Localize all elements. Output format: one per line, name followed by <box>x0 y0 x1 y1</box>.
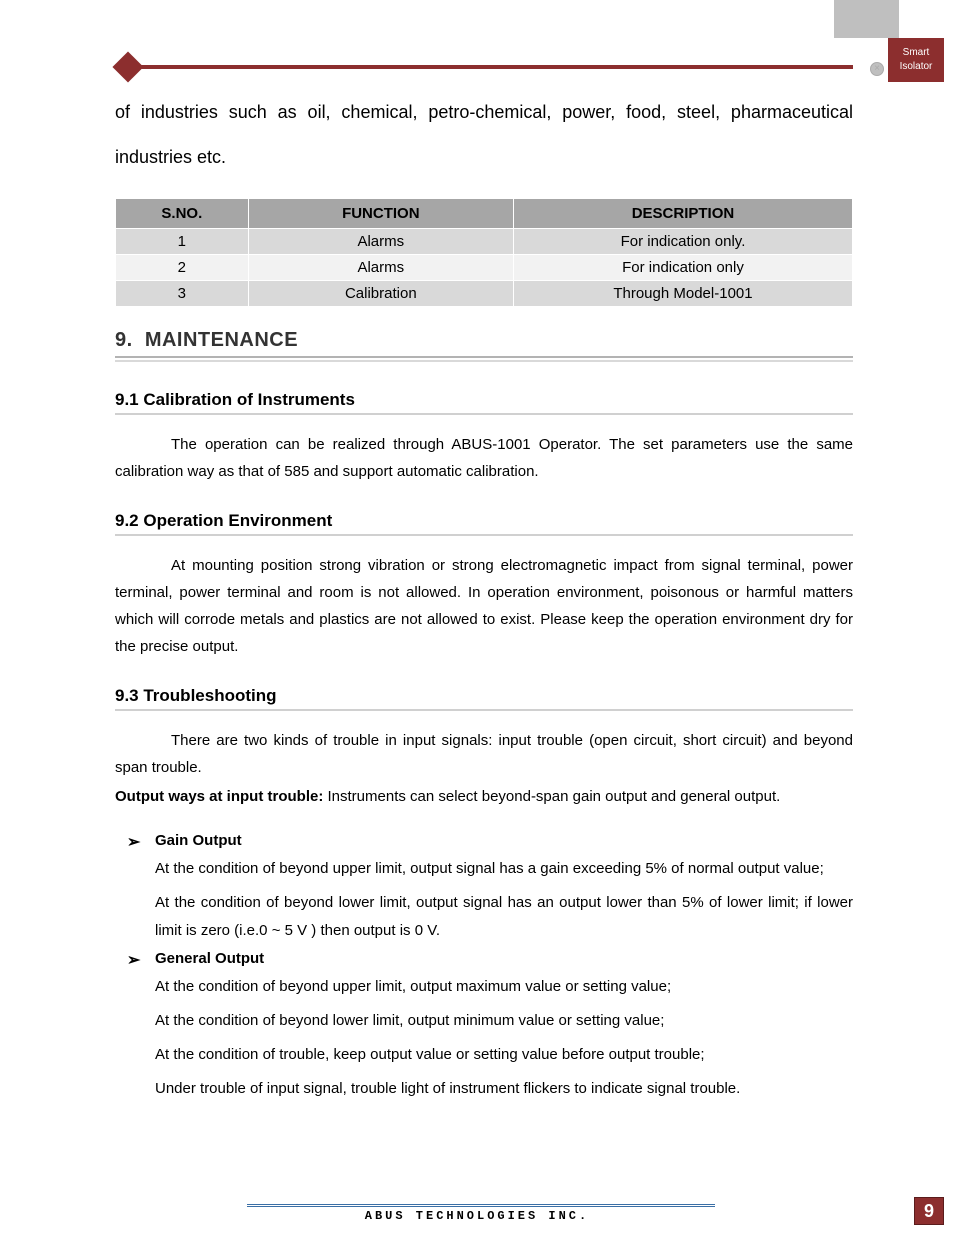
section-title: MAINTENANCE <box>145 329 298 351</box>
side-tab: Smart Isolator <box>888 38 944 82</box>
body-text: There are two kinds of trouble in input … <box>115 732 853 776</box>
output-label: Output ways at input trouble: <box>115 788 323 805</box>
cell: Alarms <box>248 255 513 281</box>
close-x-icon: × <box>870 62 884 76</box>
cell: For indication only <box>513 255 852 281</box>
footer-company: ABUS TECHNOLOGIES INC. <box>0 1209 954 1223</box>
header-rule <box>115 65 853 69</box>
section-underline <box>115 360 853 362</box>
body-text: At mounting position strong vibration or… <box>115 557 853 655</box>
side-tab-line1: Smart <box>903 47 930 58</box>
section-heading: 9. MAINTENANCE <box>115 329 853 358</box>
output-rest: Instruments can select beyond-span gain … <box>323 788 780 805</box>
footer-rule <box>247 1204 715 1207</box>
bullet-heading: Gain Output <box>155 832 853 849</box>
col-function: FUNCTION <box>248 199 513 229</box>
table-row: 1 Alarms For indication only. <box>116 229 853 255</box>
page-number: 9 <box>914 1197 944 1225</box>
cell: Through Model-1001 <box>513 281 852 307</box>
bullet-line: At the condition of beyond upper limit, … <box>155 973 853 1001</box>
bullet-item: General Output At the condition of beyon… <box>155 950 853 1102</box>
section-number: 9. <box>115 329 133 351</box>
col-description: DESCRIPTION <box>513 199 852 229</box>
col-sno: S.NO. <box>116 199 249 229</box>
cell: Alarms <box>248 229 513 255</box>
page-content: of industries such as oil, chemical, pet… <box>115 90 853 1108</box>
cell: 1 <box>116 229 249 255</box>
cell: 3 <box>116 281 249 307</box>
bullet-line: At the condition of beyond lower limit, … <box>155 1007 853 1035</box>
cell: Calibration <box>248 281 513 307</box>
function-table: S.NO. FUNCTION DESCRIPTION 1 Alarms For … <box>115 198 853 307</box>
bullet-line: Under trouble of input signal, trouble l… <box>155 1075 853 1103</box>
bullet-line: At the condition of beyond upper limit, … <box>155 855 853 883</box>
subsection-heading: 9.1 Calibration of Instruments <box>115 390 853 415</box>
bullet-line: At the condition of beyond lower limit, … <box>155 889 853 945</box>
output-ways-line: Output ways at input trouble: Instrument… <box>115 783 853 810</box>
subsection-body: At mounting position strong vibration or… <box>115 552 853 660</box>
bullet-line: At the condition of trouble, keep output… <box>155 1041 853 1069</box>
header-gray-box <box>834 0 899 38</box>
cell: For indication only. <box>513 229 852 255</box>
intro-paragraph: of industries such as oil, chemical, pet… <box>115 90 853 180</box>
cell: 2 <box>116 255 249 281</box>
table-row: 3 Calibration Through Model-1001 <box>116 281 853 307</box>
side-tab-line2: Isolator <box>900 61 933 72</box>
bullet-heading: General Output <box>155 950 853 967</box>
subsection-body: The operation can be realized through AB… <box>115 431 853 485</box>
body-text: The operation can be realized through AB… <box>115 436 853 480</box>
table-row: 2 Alarms For indication only <box>116 255 853 281</box>
subsection-body: There are two kinds of trouble in input … <box>115 727 853 781</box>
bullet-item: Gain Output At the condition of beyond u… <box>155 832 853 944</box>
subsection-heading: 9.3 Troubleshooting <box>115 686 853 711</box>
header-diamond-icon <box>112 51 143 82</box>
subsection-heading: 9.2 Operation Environment <box>115 511 853 536</box>
table-header-row: S.NO. FUNCTION DESCRIPTION <box>116 199 853 229</box>
